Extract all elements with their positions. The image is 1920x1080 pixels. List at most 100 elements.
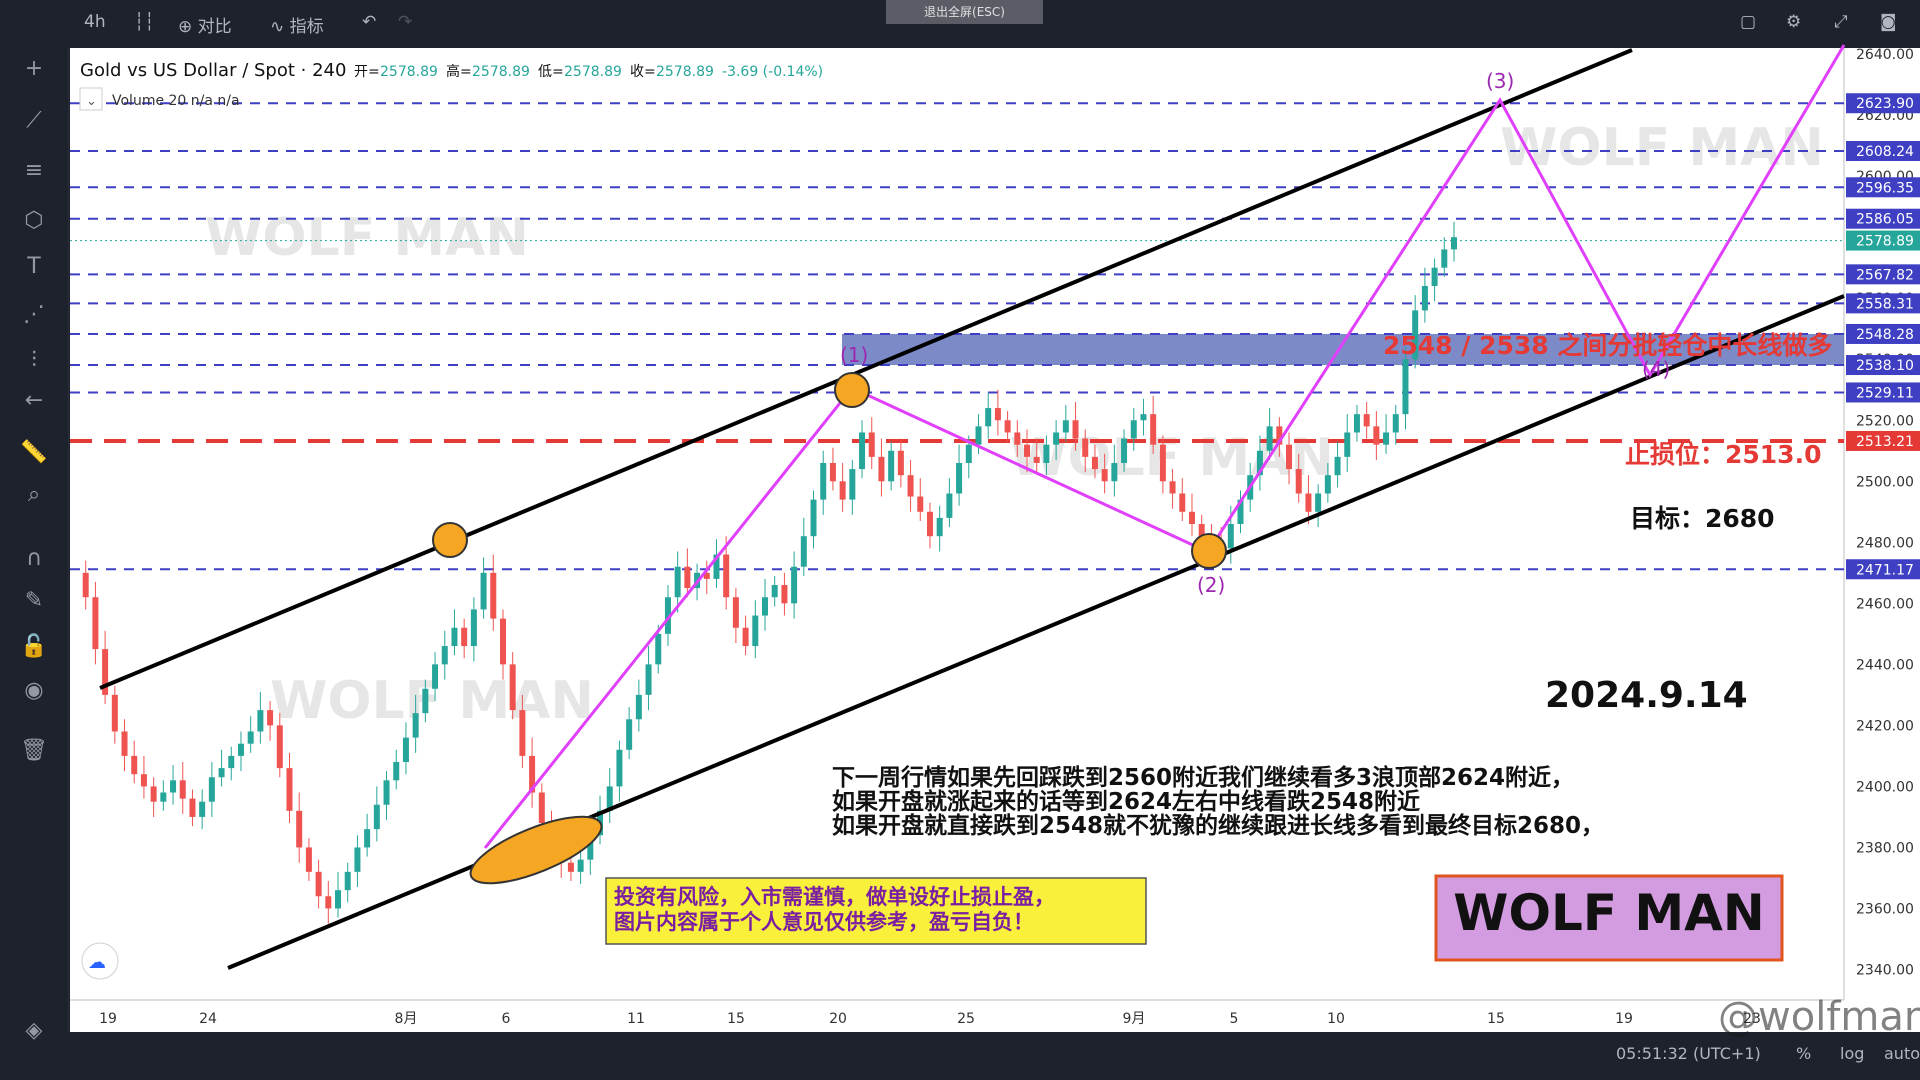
risk-line-1: 投资有风险，入市需谨慎，做单设好止损止盈， xyxy=(614,885,1055,909)
lock-icon[interactable]: 🔓 xyxy=(20,634,48,659)
price-label-box xyxy=(1846,293,1920,314)
shapes-icon[interactable]: ⬡ xyxy=(24,208,44,233)
price-label: 2608.24 xyxy=(1856,144,1914,160)
text-icon[interactable]: T xyxy=(27,254,41,279)
price-tick-label: 2440.00 xyxy=(1856,657,1914,673)
marker-circle xyxy=(1191,533,1227,569)
bar-type-icon[interactable]: ┆┆ xyxy=(134,12,155,32)
stop-loss-label: 止损位：2513.0 xyxy=(1625,440,1821,469)
ohlc-key: 开= xyxy=(354,64,380,80)
zoom-icon[interactable]: ⌕ xyxy=(27,482,41,507)
log-toggle[interactable]: log xyxy=(1840,1044,1865,1063)
percent-toggle[interactable]: % xyxy=(1796,1044,1812,1063)
candle-body xyxy=(1121,438,1128,463)
camera-icon[interactable]: ◙ xyxy=(1880,12,1897,32)
candle-body xyxy=(92,597,99,650)
candle-body xyxy=(519,710,526,756)
price-label-box xyxy=(1846,230,1920,251)
pencil-lock-icon[interactable]: ✎ xyxy=(24,588,44,613)
exit-fullscreen-button[interactable]: 退出全屏(ESC) xyxy=(886,0,1043,24)
watermark-text: WOLF MAN xyxy=(270,671,594,731)
candle-body xyxy=(1315,493,1322,512)
candle-body xyxy=(1266,426,1273,451)
risk-line-2: 图片内容属于个人意见仅供参考，盈亏自负！ xyxy=(614,910,1034,934)
candle-body xyxy=(218,768,225,778)
candle-body xyxy=(1130,420,1137,439)
candle-body xyxy=(791,566,798,604)
gear-icon[interactable]: ⚙ xyxy=(1786,12,1802,32)
ohlc-value: 2578.89 xyxy=(564,64,622,80)
candle-body xyxy=(1402,359,1409,415)
wave-label-1: (1) xyxy=(840,343,868,367)
candle-body xyxy=(1091,456,1098,470)
candle-body xyxy=(1004,420,1011,433)
legend-collapse-button[interactable] xyxy=(79,87,103,111)
candle-body xyxy=(994,408,1001,421)
time-tick-label: 10 xyxy=(1327,1011,1345,1027)
candle-body xyxy=(1412,310,1419,360)
change-value: -3.69 (-0.14%) xyxy=(722,64,823,80)
candle-body xyxy=(383,780,390,805)
candle-body xyxy=(1101,469,1108,482)
expand-icon[interactable]: ⤢ xyxy=(1834,12,1848,32)
auto-toggle[interactable]: auto xyxy=(1884,1044,1920,1063)
candle-body xyxy=(393,762,400,781)
layers-icon[interactable]: ◈ xyxy=(25,1018,43,1043)
price-tick-label: 2380.00 xyxy=(1856,840,1914,856)
candle-body xyxy=(703,572,710,579)
candle-body xyxy=(470,609,477,647)
compare-button[interactable]: ⊕ 对比 xyxy=(178,17,232,37)
indicators-label: 指标 xyxy=(289,17,324,37)
analysis-line-2: 如果开盘就涨起来的话等到2624左右中线看跌2548附近 xyxy=(832,788,1420,815)
price-label: 2558.31 xyxy=(1856,296,1914,312)
indicators-button[interactable]: ∿ 指标 xyxy=(270,17,324,37)
trend-line-icon[interactable]: ⟋ xyxy=(26,108,42,133)
volume-label: Volume 20 n/a n/a xyxy=(112,93,240,109)
eye-icon[interactable]: ◉ xyxy=(24,678,44,703)
candle-body xyxy=(286,768,293,811)
target-label: 目标：2680 xyxy=(1630,504,1775,533)
interval-button[interactable]: 4h xyxy=(84,12,106,32)
candle-body xyxy=(1024,444,1031,457)
time-tick-label: 6 xyxy=(502,1011,511,1027)
price-tick-label: 2360.00 xyxy=(1856,901,1914,917)
magnet-icon[interactable]: ∩ xyxy=(25,546,43,571)
candle-body xyxy=(344,871,351,891)
candle-body xyxy=(1324,475,1331,494)
time-axis xyxy=(70,1000,1920,1032)
horizontal-lines-icon[interactable]: ≡ xyxy=(24,158,44,183)
ruler-icon[interactable]: 📏 xyxy=(20,440,48,465)
candle-body xyxy=(1053,432,1060,445)
candle-body xyxy=(762,597,768,616)
marker-circle xyxy=(834,372,870,408)
watermark-handle: @wolfman xyxy=(1718,994,1920,1040)
chevron-down-icon[interactable]: ⌄ xyxy=(86,94,97,109)
fullscreen-frame-icon[interactable]: ▢ xyxy=(1740,12,1757,32)
candle-body xyxy=(752,615,759,647)
back-arrow-icon[interactable]: ← xyxy=(24,388,44,413)
measure-icon[interactable]: ⫶ xyxy=(31,348,37,373)
candle-body xyxy=(364,829,371,848)
marker-circle xyxy=(432,522,468,558)
bottom-status-bar: 05:51:32 (UTC+1) % log auto xyxy=(68,1032,1920,1080)
candle-body xyxy=(1198,524,1205,537)
wave-path-line xyxy=(483,44,1846,849)
redo-icon[interactable]: ↷ xyxy=(398,12,413,32)
ohlc-values: 开= 2578.89 高= 2578.89 低= 2578.89 收= 2578.89 xyxy=(354,63,714,80)
price-label: 2567.82 xyxy=(1856,267,1914,283)
candle-body xyxy=(771,585,778,598)
candle-body xyxy=(829,462,836,482)
trash-icon[interactable]: 🗑 xyxy=(20,738,48,763)
price-tick-label: 2400.00 xyxy=(1856,779,1914,795)
undo-icon[interactable]: ↶ xyxy=(362,12,377,32)
candle-body xyxy=(1383,432,1390,445)
candle-body xyxy=(325,896,332,909)
candle-body xyxy=(1169,481,1176,494)
pattern-icon[interactable]: ⋰ xyxy=(23,302,45,327)
candle-body xyxy=(131,755,138,775)
watermark-text: WOLF MAN xyxy=(1500,118,1824,178)
ohlc-key: 收= xyxy=(630,64,656,80)
crosshair-icon[interactable]: + xyxy=(24,56,44,81)
